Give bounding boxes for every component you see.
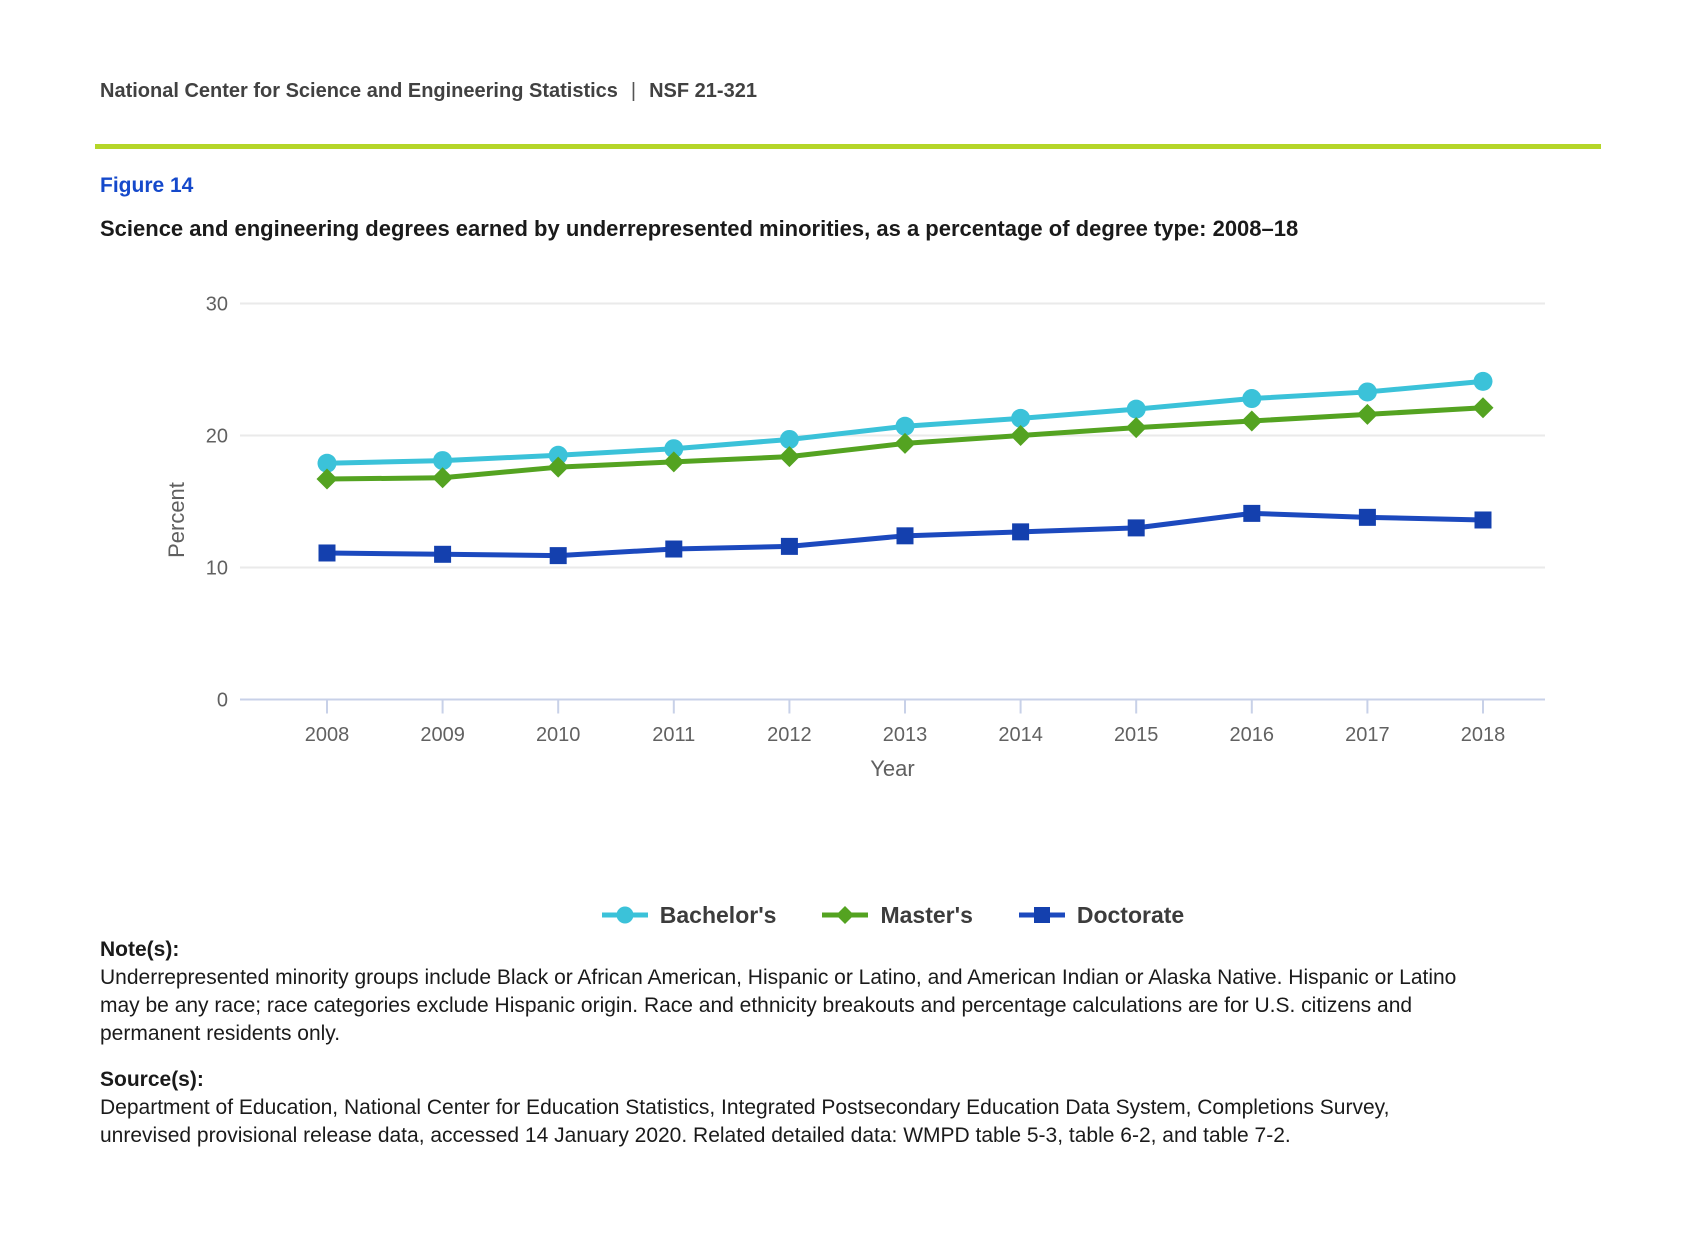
legend-item-bachelors: Bachelor's bbox=[601, 901, 777, 929]
data-point-marker bbox=[433, 451, 453, 471]
y-tick-label: 10 bbox=[206, 558, 228, 580]
legend-label: Bachelor's bbox=[659, 901, 777, 928]
x-tick-label: 2018 bbox=[1461, 724, 1506, 746]
data-point-marker bbox=[547, 456, 569, 478]
legend-item-masters: Master's bbox=[822, 901, 973, 929]
data-point-marker bbox=[1127, 519, 1145, 537]
x-tick-label: 2012 bbox=[767, 724, 812, 746]
chart-legend: Bachelor's Master's Doctorate bbox=[240, 898, 1546, 932]
x-tick-label: 2009 bbox=[420, 724, 465, 746]
legend-label: Master's bbox=[880, 901, 973, 928]
data-point-marker bbox=[665, 540, 683, 558]
series-bachelors bbox=[317, 371, 1493, 473]
series-masters bbox=[316, 397, 1494, 490]
x-tick-label: 2017 bbox=[1345, 724, 1390, 746]
data-point-marker bbox=[548, 445, 568, 465]
header-report-number: NSF 21-321 bbox=[649, 80, 757, 102]
data-point-marker bbox=[895, 416, 915, 436]
data-point-marker bbox=[663, 451, 685, 473]
data-point-marker bbox=[664, 439, 684, 459]
notes-body: Underrepresented minority groups include… bbox=[100, 966, 1457, 1045]
data-point-marker bbox=[1357, 382, 1377, 402]
data-point-marker bbox=[1356, 403, 1378, 425]
data-point-marker bbox=[1241, 410, 1263, 432]
x-tick-label: 2014 bbox=[998, 724, 1043, 746]
y-tick-label: 20 bbox=[206, 426, 228, 448]
data-point-marker bbox=[1125, 417, 1147, 439]
data-point-marker bbox=[894, 432, 916, 454]
data-point-marker bbox=[1358, 508, 1376, 526]
data-point-marker bbox=[432, 467, 454, 489]
legend-marker bbox=[1033, 907, 1050, 923]
data-point-marker bbox=[1472, 397, 1494, 419]
figure-title: Science and engineering degrees earned b… bbox=[100, 216, 1299, 241]
square-marker-icon bbox=[1018, 907, 1065, 923]
data-point-marker bbox=[316, 468, 338, 490]
data-point-marker bbox=[778, 446, 800, 468]
report-header: National Center for Science and Engineer… bbox=[100, 80, 757, 103]
series-doctorate bbox=[318, 504, 1492, 565]
x-tick-label: 2011 bbox=[652, 724, 695, 746]
legend-marker bbox=[836, 906, 855, 924]
data-point-marker bbox=[1010, 425, 1032, 446]
line-chart: 0 10 20 30 2008 2009 2010 2011 2012 2013 2014 2015 2… bbox=[164, 294, 1545, 781]
header-separator: | bbox=[630, 80, 637, 102]
x-tick-label: 2016 bbox=[1230, 724, 1275, 746]
data-point-marker bbox=[780, 537, 798, 555]
legend-item-doctorate: Doctorate bbox=[1018, 901, 1185, 929]
data-point-marker bbox=[1243, 504, 1261, 522]
data-point-marker bbox=[1242, 389, 1262, 409]
x-axis-title: Year bbox=[870, 756, 914, 781]
diamond-marker-icon bbox=[822, 906, 869, 924]
data-point-marker bbox=[317, 453, 337, 473]
data-point-marker bbox=[1474, 511, 1492, 529]
y-tick-label: 0 bbox=[217, 690, 228, 712]
data-point-marker bbox=[318, 544, 336, 562]
sources-section: Source(s): Department of Education, Nati… bbox=[100, 1066, 1606, 1150]
notes-section: Note(s): Underrepresented minority group… bbox=[100, 936, 1606, 1048]
y-tick-label: 30 bbox=[206, 294, 228, 316]
legend-label: Doctorate bbox=[1076, 901, 1185, 928]
legend-marker bbox=[616, 906, 634, 924]
data-point-marker bbox=[1011, 408, 1031, 428]
y-axis-title: Percent bbox=[164, 482, 189, 558]
data-point-marker bbox=[1126, 399, 1146, 419]
data-point-marker bbox=[434, 545, 452, 563]
notes-heading: Note(s): bbox=[100, 938, 180, 961]
data-point-marker bbox=[896, 527, 914, 545]
x-tick-label: 2013 bbox=[883, 724, 928, 746]
header-org: National Center for Science and Engineer… bbox=[100, 80, 618, 102]
data-point-marker bbox=[1473, 371, 1493, 391]
sources-heading: Source(s): bbox=[100, 1068, 204, 1091]
circle-marker-icon bbox=[601, 906, 648, 924]
data-point-marker bbox=[779, 429, 799, 449]
x-tick-label: 2010 bbox=[536, 724, 581, 746]
accent-rule bbox=[95, 144, 1601, 149]
x-tick-label: 2008 bbox=[305, 724, 350, 746]
x-tick-label: 2015 bbox=[1114, 724, 1159, 746]
figure-label: Figure 14 bbox=[100, 174, 194, 197]
sources-body: Department of Education, National Center… bbox=[100, 1096, 1390, 1147]
data-point-marker bbox=[549, 547, 567, 565]
data-point-marker bbox=[1012, 523, 1030, 541]
